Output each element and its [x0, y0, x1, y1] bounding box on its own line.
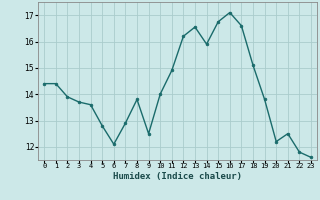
X-axis label: Humidex (Indice chaleur): Humidex (Indice chaleur) — [113, 172, 242, 181]
